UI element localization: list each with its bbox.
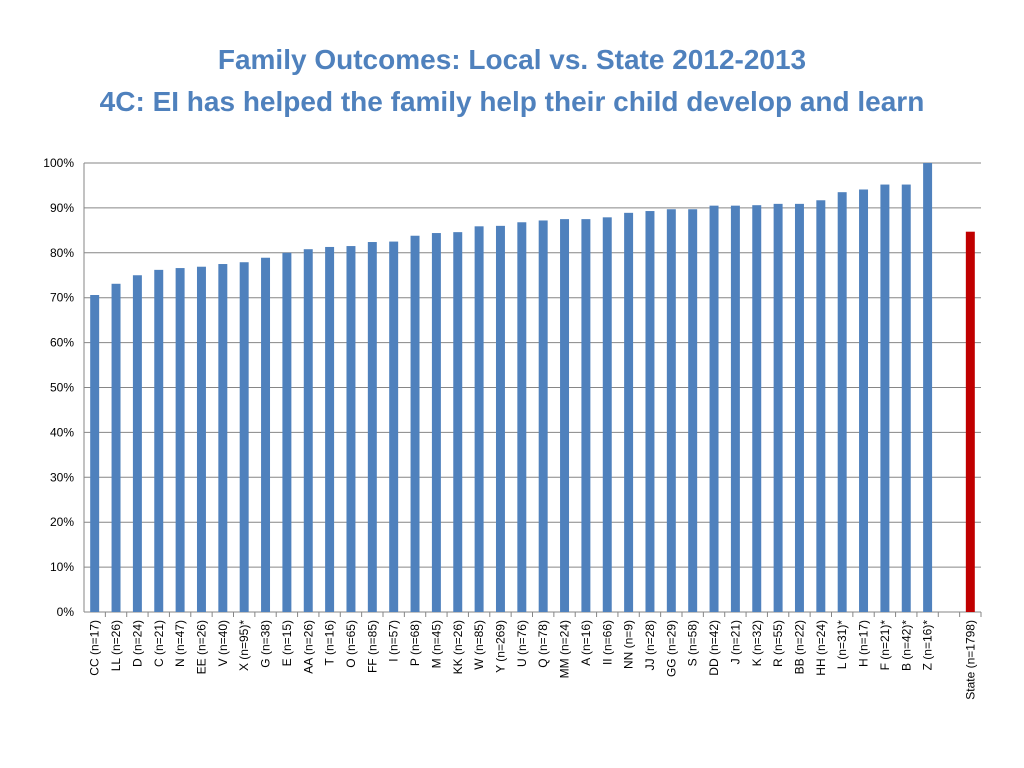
bar-local <box>624 212 634 613</box>
bar-local <box>239 262 249 612</box>
bar-local <box>218 264 228 612</box>
bar-local <box>154 269 164 612</box>
bar-local <box>688 209 698 612</box>
bar-local <box>645 211 655 612</box>
bar-state <box>965 231 975 612</box>
y-tick-label: 100% <box>43 156 74 170</box>
bar-local <box>453 232 463 612</box>
bar-local <box>175 268 185 612</box>
x-tick-label: J (n=21) <box>728 620 742 664</box>
y-tick-label: 20% <box>50 515 74 529</box>
y-tick-label: 0% <box>57 605 75 619</box>
bar-local <box>752 205 762 612</box>
x-tick-label: II (n=66) <box>600 620 614 665</box>
x-tick-label: HH (n=24) <box>814 620 828 676</box>
bar-local <box>859 189 869 612</box>
y-tick-label: 60% <box>50 336 74 350</box>
bar-local <box>495 225 505 613</box>
y-tick-label: 80% <box>50 246 74 260</box>
x-tick-label: S (n=58) <box>686 620 700 666</box>
bar-local <box>410 235 420 612</box>
bar-local <box>132 275 142 612</box>
x-tick-label: Y (n=269) <box>493 620 507 673</box>
x-tick-label: N (n=47) <box>173 620 187 667</box>
y-tick-label: 70% <box>50 291 74 305</box>
bar-local <box>325 246 335 612</box>
y-tick-label: 40% <box>50 425 74 439</box>
bar-local <box>474 226 484 612</box>
x-tick-label: AA (n=26) <box>301 620 315 674</box>
bar-local <box>517 222 527 612</box>
bar-local <box>261 257 271 612</box>
chart-subtitle: 4C: EI has helped the family help their … <box>99 86 925 117</box>
bar-local <box>346 246 356 612</box>
bar-local <box>90 295 100 612</box>
x-tick-label: I (n=57) <box>387 620 401 662</box>
x-tick-label: W (n=85) <box>472 620 486 670</box>
bar-local <box>196 266 206 612</box>
x-tick-label: L (n=31)* <box>835 620 849 670</box>
x-tick-label: O (n=65) <box>344 620 358 668</box>
x-tick-label: C (n=21) <box>152 620 166 667</box>
chart-title: Family Outcomes: Local vs. State 2012-20… <box>217 44 807 75</box>
y-tick-label: 30% <box>50 470 74 484</box>
bar-local <box>111 283 121 612</box>
x-tick-label: BB (n=22) <box>792 620 806 674</box>
bar-local <box>367 242 377 613</box>
x-tick-label: U (n=76) <box>515 620 529 667</box>
x-tick-label: EE (n=26) <box>194 620 208 674</box>
bar-local <box>794 203 804 612</box>
bar-local <box>901 184 911 612</box>
x-tick-label: Z (n=16)* <box>921 620 935 671</box>
y-tick-label: 90% <box>50 201 74 215</box>
x-tick-label: DD (n=42) <box>707 620 721 676</box>
x-tick-label: D (n=24) <box>130 620 144 667</box>
x-tick-label: LL (n=26) <box>109 620 123 671</box>
bar-local <box>816 200 826 612</box>
bar-local <box>282 252 292 613</box>
bar-local <box>923 163 933 612</box>
x-tick-label: H (n=17) <box>857 620 871 667</box>
bar-local <box>730 205 740 612</box>
x-tick-label: CC (n=17) <box>88 620 102 676</box>
x-tick-label: F (n=21)* <box>878 620 892 671</box>
bar-local <box>389 241 399 612</box>
x-tick-label: G (n=38) <box>259 620 273 668</box>
x-tick-label: JJ (n=28) <box>643 620 657 670</box>
y-tick-label: 50% <box>50 381 74 395</box>
bar-local <box>709 205 719 612</box>
bar-local <box>431 233 441 612</box>
bar-local <box>303 249 313 612</box>
x-tick-label: NN (n=9) <box>622 620 636 669</box>
x-tick-label: B (n=42)* <box>899 620 913 671</box>
bar-local <box>602 217 612 613</box>
x-tick-label: M (n=45) <box>429 620 443 668</box>
x-tick-label: GG (n=29) <box>664 620 678 677</box>
bar-local <box>560 219 570 612</box>
y-tick-label: 10% <box>50 560 74 574</box>
x-tick-label: T (n=16) <box>323 620 337 665</box>
x-tick-label: E (n=15) <box>280 620 294 666</box>
bar-local <box>666 209 676 612</box>
x-tick-label: P (n=68) <box>408 620 422 666</box>
bar-local <box>880 184 890 612</box>
x-tick-label: A (n=16) <box>579 620 593 666</box>
x-tick-label: Q (n=78) <box>536 620 550 668</box>
x-tick-label: V (n=40) <box>216 620 230 666</box>
x-tick-label: X (n=95)* <box>237 620 251 671</box>
bar-local <box>581 219 591 612</box>
x-tick-label: KK (n=26) <box>451 620 465 674</box>
bar-local <box>538 220 548 613</box>
bar-local <box>837 192 847 612</box>
x-tick-label: MM (n=24) <box>558 620 572 678</box>
x-tick-label: R (n=55) <box>771 620 785 667</box>
bar-local <box>773 203 783 612</box>
x-tick-label: State (n=1798) <box>963 620 977 700</box>
x-tick-label: FF (n=85) <box>365 620 379 673</box>
x-tick-label: K (n=32) <box>750 620 764 666</box>
